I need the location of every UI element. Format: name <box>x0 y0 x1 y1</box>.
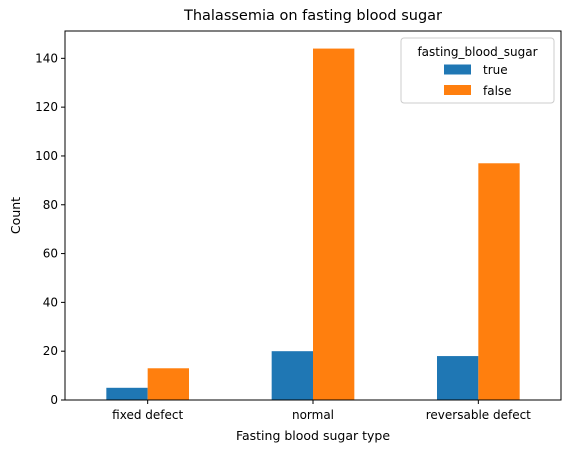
chart-title: Thalassemia on fasting blood sugar <box>183 8 442 24</box>
y-tick-label: 60 <box>43 247 58 261</box>
bar-false-normal <box>313 48 355 400</box>
y-tick-label: 120 <box>35 100 58 114</box>
legend-title: fasting_blood_sugar <box>417 45 537 59</box>
bar-true-reversable-defect <box>437 356 479 400</box>
bars <box>106 48 520 400</box>
x-axis-label: Fasting blood sugar type <box>236 428 390 443</box>
x-tick-label: normal <box>292 408 334 422</box>
bar-false-reversable-defect <box>478 163 520 400</box>
y-tick-label: 140 <box>35 51 58 65</box>
legend-swatch-false <box>444 85 471 95</box>
plot-frame <box>64 30 562 401</box>
y-axis-label: Count <box>8 197 23 234</box>
legend-box <box>400 37 555 104</box>
y-axis-ticks: 0 20 40 60 80 100 120 140 <box>35 51 65 407</box>
legend: fasting_blood_sugar true false <box>400 37 555 104</box>
legend-label-false: false <box>483 84 512 98</box>
bar-true-normal <box>271 351 313 400</box>
legend-swatch-true <box>444 64 471 75</box>
y-tick-label: 80 <box>43 198 58 212</box>
x-tick-label: fixed defect <box>112 408 183 422</box>
x-tick-label: reversable defect <box>426 408 531 422</box>
bar-false-fixed-defect <box>147 368 189 400</box>
y-tick-label: 20 <box>43 344 58 358</box>
y-tick-label: 40 <box>43 295 58 309</box>
bar-true-fixed-defect <box>106 387 148 400</box>
y-tick-label: 0 <box>50 393 58 407</box>
y-tick-label: 100 <box>35 149 58 163</box>
x-axis-ticks: fixed defect normal reversable defect <box>112 400 531 422</box>
legend-label-true: true <box>483 63 508 77</box>
